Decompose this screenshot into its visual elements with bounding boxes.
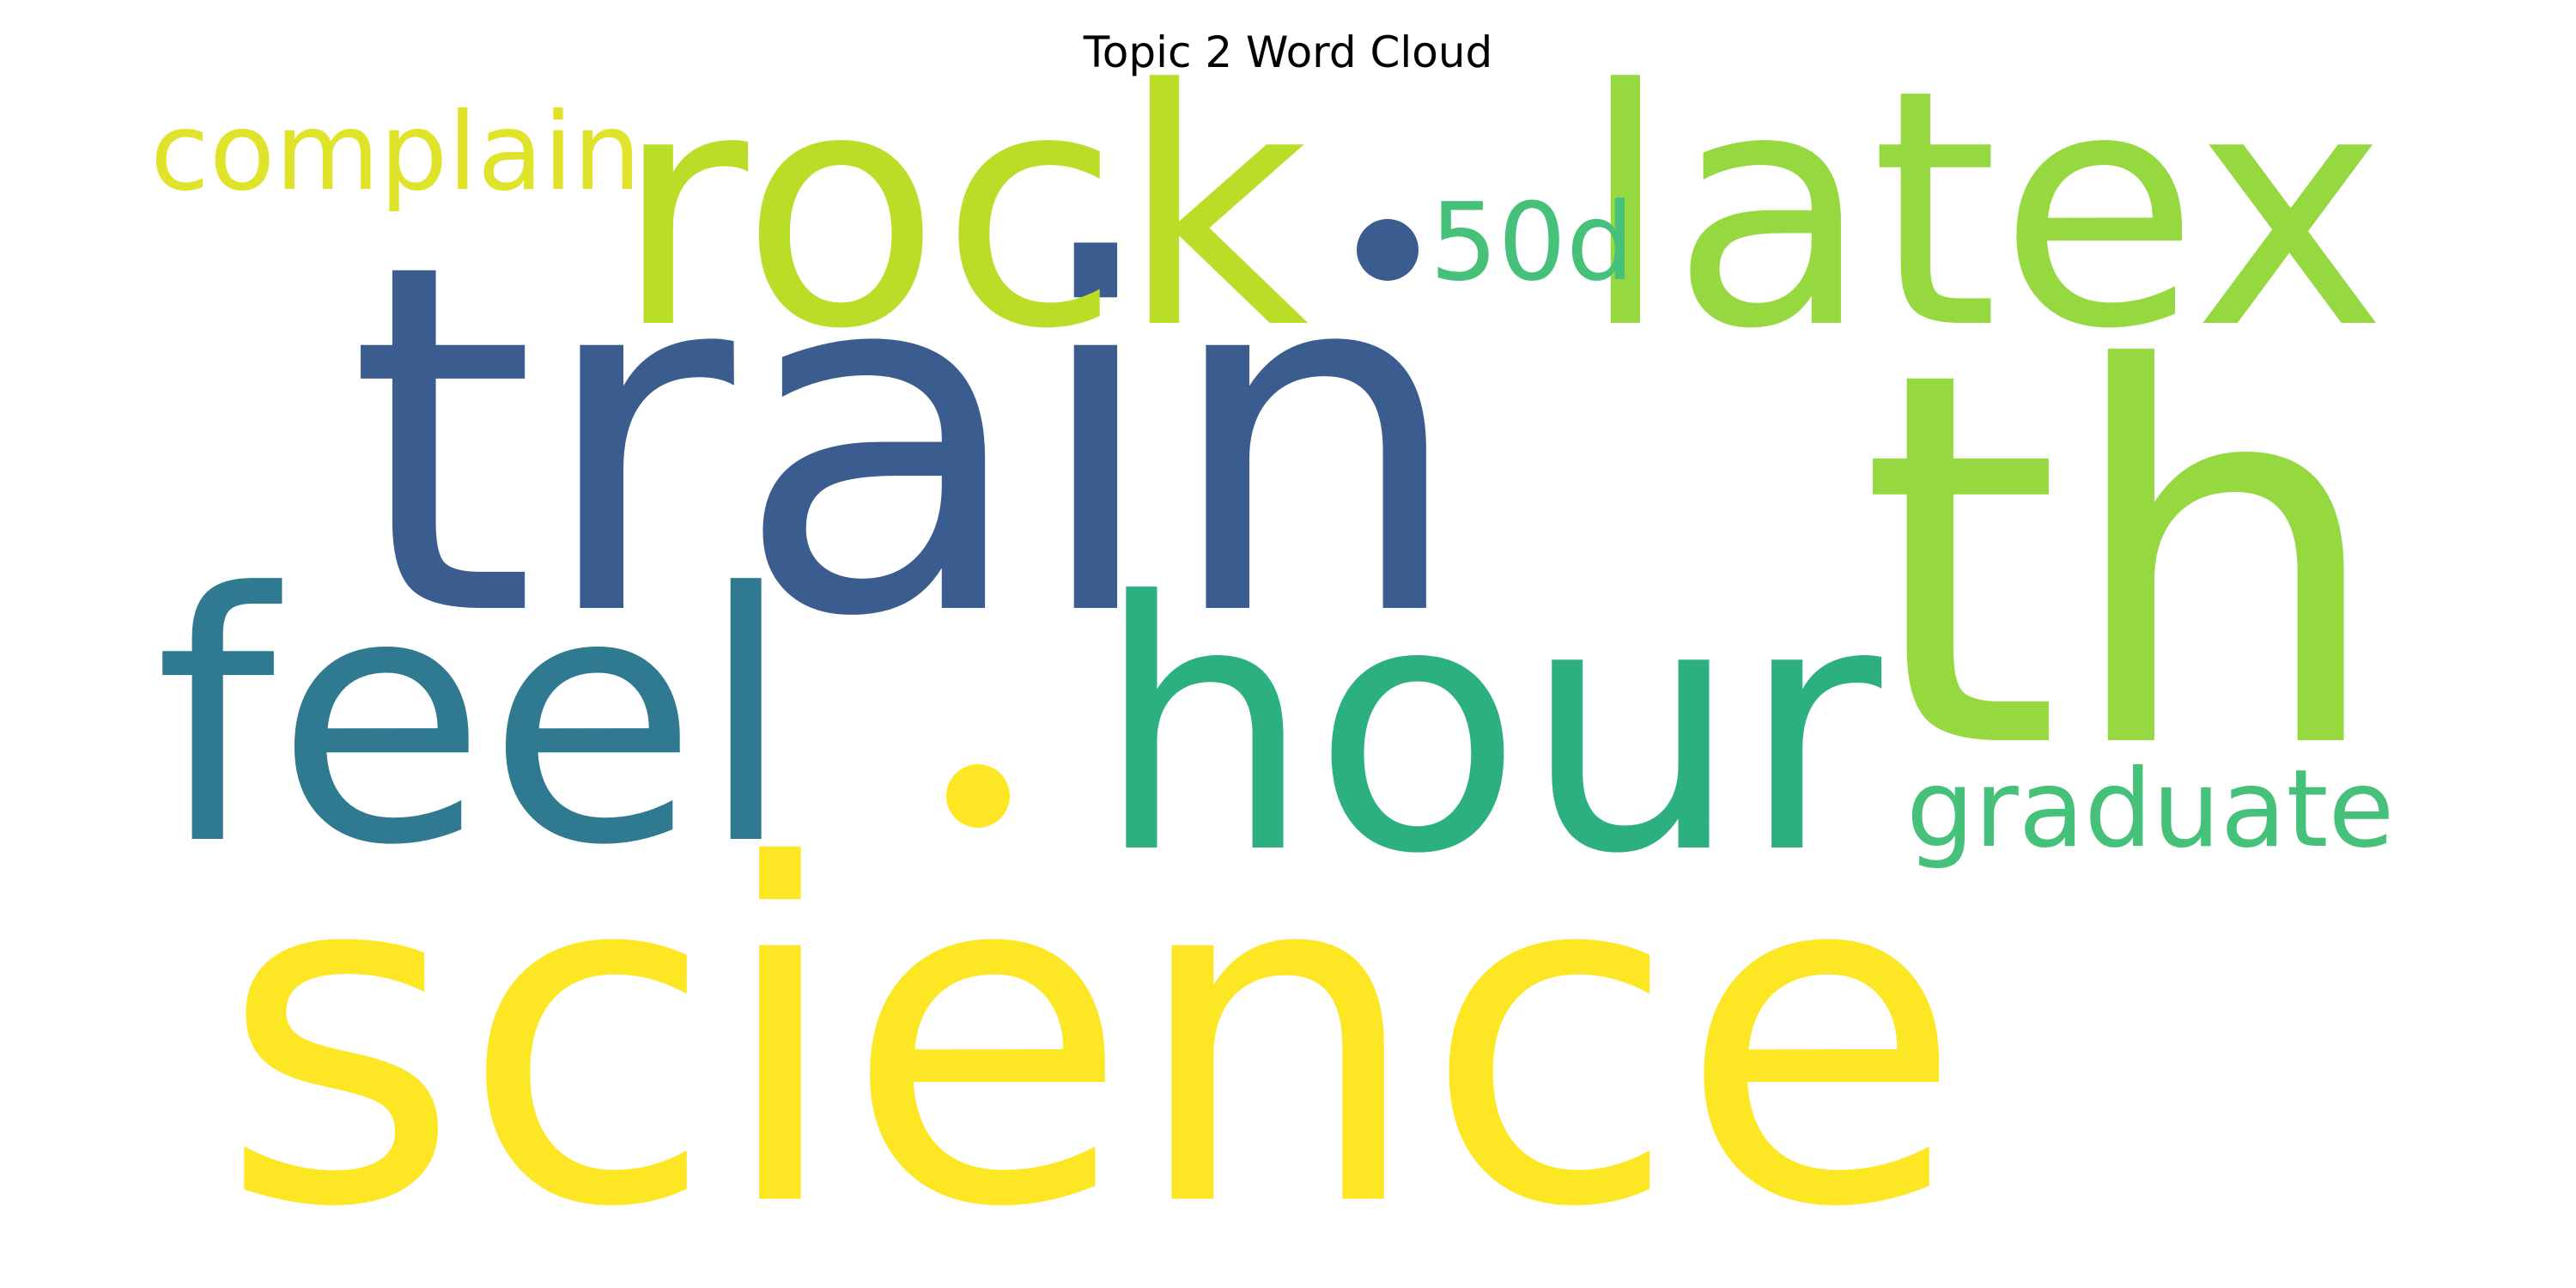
period-dot-blue <box>1357 219 1419 281</box>
figure-title: Topic 2 Word Cloud <box>1083 27 1493 77</box>
word-hour: hour <box>1095 530 1882 929</box>
word-th: th <box>1859 262 2388 862</box>
word-50d: 50d <box>1430 180 1635 305</box>
word-complain: complain <box>150 90 641 215</box>
period-dot-yellow <box>946 764 1010 828</box>
word-rock: rock <box>614 20 1309 400</box>
word-science: science <box>219 769 1964 1288</box>
word-feel: feel <box>155 521 794 920</box>
word-train: train <box>348 162 1467 722</box>
word-latex: latex <box>1580 20 2387 400</box>
word-graduate: graduate <box>1906 747 2395 872</box>
